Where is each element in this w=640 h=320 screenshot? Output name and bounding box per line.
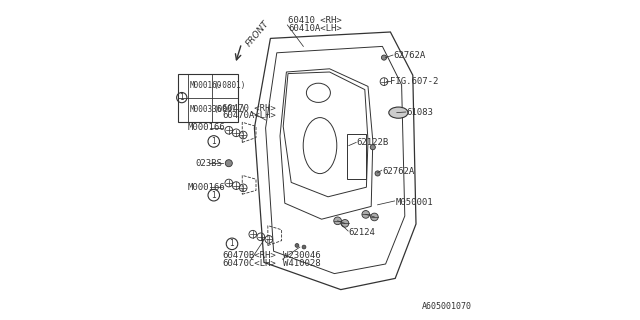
- Text: M050001: M050001: [396, 198, 433, 207]
- Circle shape: [375, 171, 380, 176]
- Circle shape: [302, 245, 306, 249]
- Text: FRONT: FRONT: [244, 19, 271, 48]
- Text: 60410 <RH>: 60410 <RH>: [288, 16, 342, 25]
- Text: M000160: M000160: [189, 81, 222, 90]
- Text: M000166: M000166: [187, 183, 225, 192]
- Text: 62762A: 62762A: [383, 167, 415, 176]
- Circle shape: [295, 244, 299, 247]
- Circle shape: [334, 217, 342, 225]
- Text: (-0801): (-0801): [214, 81, 246, 90]
- Ellipse shape: [388, 107, 408, 118]
- Circle shape: [225, 160, 232, 167]
- Circle shape: [362, 211, 370, 218]
- Text: W410028: W410028: [283, 259, 321, 268]
- Text: 62122B: 62122B: [357, 138, 389, 147]
- Text: 60470A<LH>: 60470A<LH>: [223, 111, 276, 120]
- Text: (0801-): (0801-): [214, 105, 246, 114]
- Text: 1: 1: [179, 93, 184, 102]
- Circle shape: [370, 145, 375, 150]
- Circle shape: [341, 220, 349, 227]
- Circle shape: [381, 55, 387, 60]
- Text: 1: 1: [230, 239, 234, 248]
- Text: A605001070: A605001070: [422, 302, 472, 311]
- Text: 023BS: 023BS: [195, 159, 222, 168]
- Text: 60410A<LH>: 60410A<LH>: [288, 24, 342, 33]
- Text: 60470 <RH>: 60470 <RH>: [223, 104, 276, 113]
- Text: 1: 1: [211, 191, 216, 200]
- Text: 1: 1: [211, 137, 216, 146]
- Text: 61083: 61083: [406, 108, 433, 117]
- Text: M000336: M000336: [189, 105, 222, 114]
- Text: W230046: W230046: [283, 252, 321, 260]
- Text: 62124: 62124: [349, 228, 376, 237]
- Bar: [178, 74, 238, 122]
- Text: 60470B<RH>: 60470B<RH>: [223, 252, 276, 260]
- Text: FIG.607-2: FIG.607-2: [390, 77, 439, 86]
- Circle shape: [371, 213, 378, 221]
- Text: 62762A: 62762A: [394, 51, 426, 60]
- Text: 60470C<LH>: 60470C<LH>: [223, 259, 276, 268]
- Text: M000166: M000166: [187, 124, 225, 132]
